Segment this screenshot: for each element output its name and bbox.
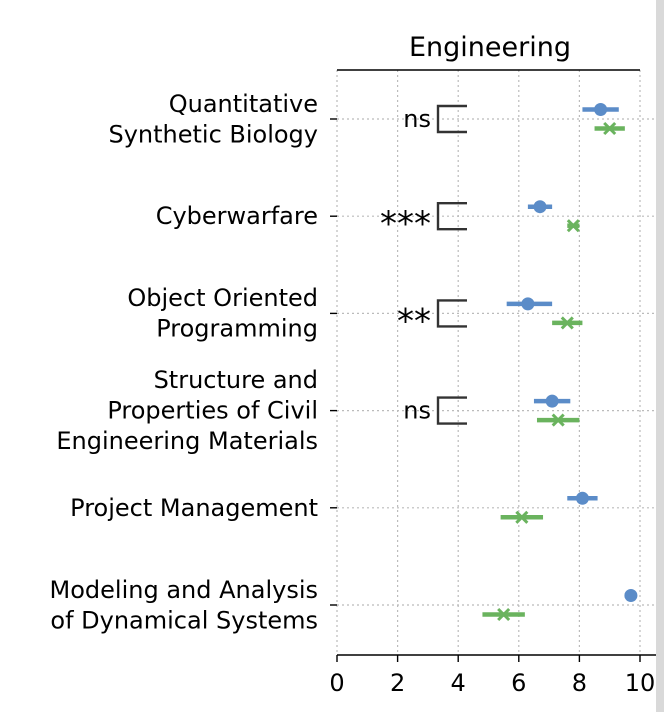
data-point-stroke — [560, 316, 574, 330]
significance-bracket — [436, 299, 467, 328]
x-tick-label: 6 — [511, 669, 526, 697]
x-tick-label: 0 — [329, 669, 344, 697]
data-point — [560, 316, 574, 330]
x-tick-label: 10 — [625, 669, 656, 697]
data-point — [551, 413, 565, 427]
significance-label: ns — [403, 397, 431, 425]
data-point — [521, 297, 535, 311]
data-point-stroke — [551, 413, 565, 427]
significance-annotations: ns*****ns — [380, 104, 467, 425]
right-edge-divider — [656, 0, 664, 712]
category-label: Cyberwarfare — [156, 202, 318, 230]
data-point — [497, 607, 511, 622]
significance-label: *** — [380, 204, 431, 244]
data-point — [575, 491, 589, 505]
data-marks — [482, 103, 638, 622]
category-label: Modeling and Analysis — [50, 576, 318, 604]
data-point-stroke — [497, 607, 511, 622]
data-point — [566, 219, 580, 233]
category-label: Project Management — [70, 494, 318, 522]
significance-bracket — [436, 202, 467, 231]
significance-bracket — [436, 396, 467, 425]
category-label: of Dynamical Systems — [50, 606, 318, 634]
data-point — [624, 589, 638, 602]
data-point — [545, 394, 559, 408]
category-label: Properties of Civil — [107, 397, 318, 425]
category-label: Programming — [156, 315, 318, 343]
data-point — [515, 510, 529, 524]
category-label: Object Oriented — [127, 284, 318, 312]
category-label: Synthetic Biology — [108, 120, 318, 148]
significance-label: ns — [403, 105, 431, 133]
axes-layer: 0 2 4 6 8 10 — [329, 69, 656, 697]
data-point — [533, 200, 547, 214]
data-point-stroke — [515, 510, 529, 524]
significance-label: ** — [397, 301, 431, 341]
significance-bracket — [436, 104, 467, 134]
x-tick-label: 4 — [451, 669, 466, 697]
category-label: Engineering Materials — [56, 427, 318, 455]
x-tick-label: 2 — [390, 669, 405, 697]
data-point-stroke — [603, 121, 617, 136]
category-label: Structure and — [154, 366, 318, 394]
category-label: Quantitative — [169, 90, 318, 118]
data-point — [594, 103, 608, 116]
x-tick-label: 8 — [572, 669, 587, 697]
grid-layer — [336, 70, 656, 655]
chart-title: Engineering — [409, 32, 571, 63]
data-point-stroke — [566, 219, 580, 233]
data-point — [603, 121, 617, 136]
